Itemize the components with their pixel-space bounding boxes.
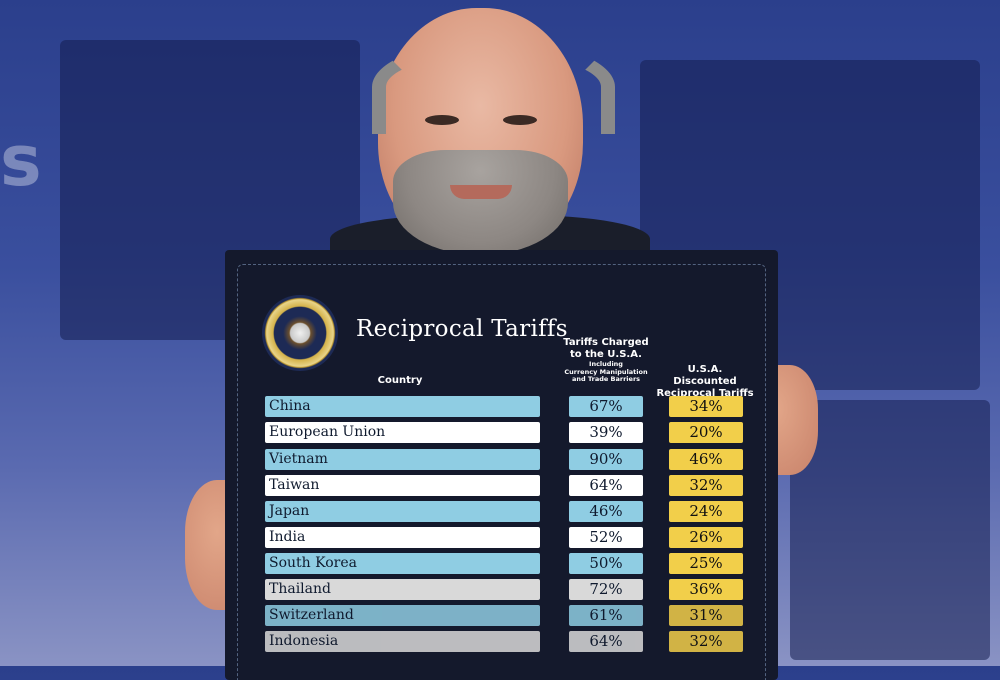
discounted-cell: 20%: [669, 422, 743, 443]
country-cell: European Union: [265, 422, 540, 443]
country-cell: Switzerland: [265, 605, 540, 626]
charged-cell: 64%: [569, 631, 643, 652]
charged-note-line3: and Trade Barriers: [571, 375, 641, 383]
country-cell: Japan: [265, 501, 540, 522]
country-cell: Taiwan: [265, 475, 540, 496]
charged-cell: 50%: [569, 553, 643, 574]
charged-cell: 61%: [569, 605, 643, 626]
charged-cell: 64%: [569, 475, 643, 496]
charged-header-line2: to the U.S.A.: [570, 349, 642, 360]
charged-note-line1: Including: [589, 360, 623, 368]
discounted-cell: 34%: [669, 396, 743, 417]
country-cell: China: [265, 396, 540, 417]
background-board-bottom-right: [790, 400, 990, 660]
charged-cell: 67%: [569, 396, 643, 417]
charged-header-line1: Tariffs Charged: [563, 337, 649, 348]
eagle-icon: [283, 316, 317, 350]
right-eye: [503, 115, 537, 125]
person-hair: [372, 40, 615, 134]
country-cell: India: [265, 527, 540, 548]
country-cell: South Korea: [265, 553, 540, 574]
country-cell: Indonesia: [265, 631, 540, 652]
charged-cell: 72%: [569, 579, 643, 600]
discounted-cell: 24%: [669, 501, 743, 522]
charged-cell: 90%: [569, 449, 643, 470]
discount-header-line1: U.S.A. Discounted: [673, 364, 737, 387]
background-blur-text: s: [0, 120, 42, 202]
discount-header-line2: Reciprocal Tariffs: [656, 388, 754, 399]
charged-note-line2: Currency Manipulation: [564, 367, 648, 376]
country-cell: Thailand: [265, 579, 540, 600]
discounted-cell: 32%: [669, 475, 743, 496]
discounted-cell: 31%: [669, 605, 743, 626]
country-cell: Vietnam: [265, 449, 540, 470]
charged-cell: 52%: [569, 527, 643, 548]
person-mouth: [450, 185, 512, 199]
left-eye: [425, 115, 459, 125]
person-beard: [393, 150, 568, 255]
discounted-cell: 32%: [669, 631, 743, 652]
column-header-discounted: U.S.A. Discounted Reciprocal Tariffs: [655, 364, 755, 400]
charged-cell: 46%: [569, 501, 643, 522]
discounted-cell: 36%: [669, 579, 743, 600]
discounted-cell: 26%: [669, 527, 743, 548]
board-title: Reciprocal Tariffs: [356, 316, 568, 342]
column-header-country: Country: [377, 375, 423, 386]
charged-cell: 39%: [569, 422, 643, 443]
discounted-cell: 46%: [669, 449, 743, 470]
board-border: [237, 264, 766, 680]
column-header-charged: Tariffs Charged to the U.S.A. Including …: [560, 337, 652, 384]
discounted-cell: 25%: [669, 553, 743, 574]
